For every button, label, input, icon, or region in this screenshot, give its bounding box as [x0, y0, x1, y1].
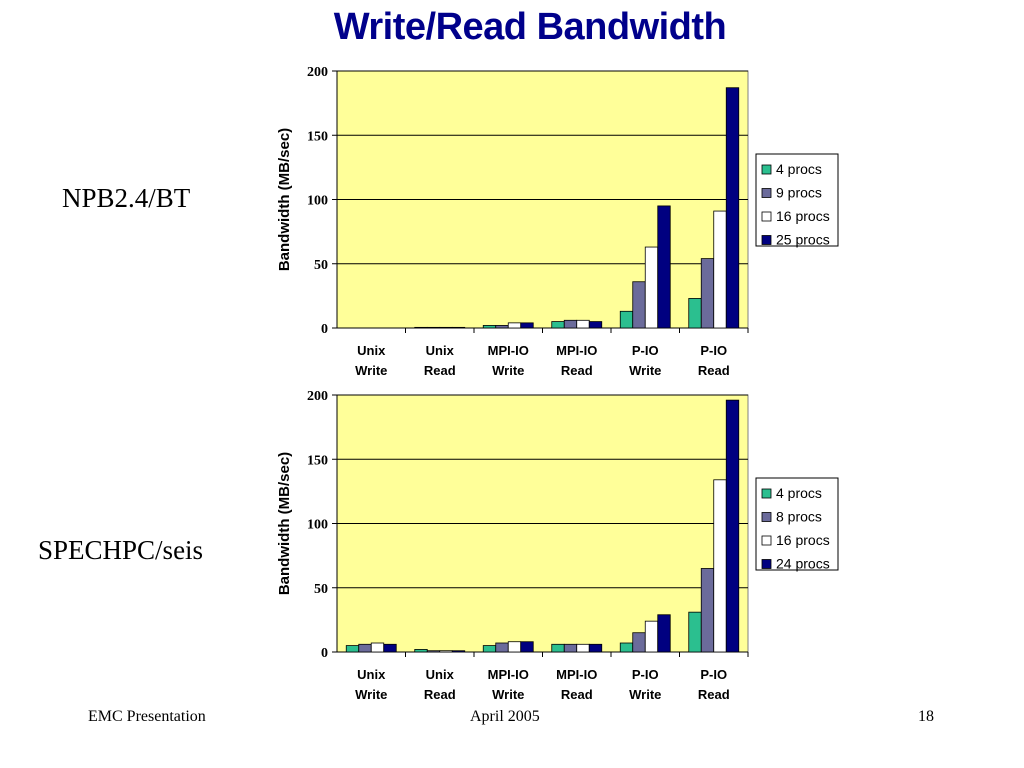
x-tick-label: P-IO	[700, 343, 727, 358]
x-tick-label: Read	[561, 687, 593, 702]
footer-center: April 2005	[470, 708, 540, 725]
legend-entry: 16 procs	[776, 208, 830, 224]
bar	[520, 641, 534, 653]
x-tick-label: Write	[492, 363, 524, 378]
x-tick-label: Unix	[426, 343, 455, 358]
bar	[426, 650, 441, 653]
bar	[495, 642, 509, 653]
legend-swatch	[761, 535, 772, 546]
chart-1-label: NPB2.4/BT	[62, 183, 191, 213]
bar	[700, 568, 715, 653]
x-tick-label: Unix	[426, 667, 455, 682]
x-tick-label: P-IO	[632, 343, 659, 358]
bar	[507, 641, 522, 653]
legend-swatch	[761, 488, 772, 499]
x-tick-label: MPI-IO	[556, 343, 597, 358]
y-tick-label: 0	[321, 322, 328, 337]
bar	[644, 620, 659, 653]
bar	[588, 321, 603, 329]
x-tick-label: Read	[424, 363, 456, 378]
legend-entry: 4 procs	[776, 485, 822, 501]
footer-left: EMC Presentation	[88, 708, 206, 725]
legend-entry: 4 procs	[776, 161, 822, 177]
legend-swatch	[761, 512, 772, 522]
y-tick-label: 200	[307, 389, 328, 404]
y-tick-label: 200	[307, 65, 328, 80]
bar	[688, 611, 702, 653]
y-tick-label: 150	[307, 129, 328, 144]
bar	[588, 643, 603, 653]
bar	[657, 614, 671, 653]
y-tick-label: 50	[314, 258, 328, 273]
x-tick-label: Unix	[357, 343, 386, 358]
y-tick-label: 0	[321, 646, 328, 661]
legend-swatch	[761, 211, 772, 222]
bar	[725, 87, 740, 329]
chart-2-label: SPECHPC/seis	[38, 535, 204, 565]
y-tick-label: 50	[314, 582, 328, 597]
x-tick-label: Write	[492, 687, 524, 702]
legend-swatch	[761, 188, 772, 198]
bar	[619, 642, 634, 653]
bar	[632, 632, 646, 653]
x-tick-label: MPI-IO	[488, 343, 529, 358]
x-tick-label: P-IO	[632, 667, 659, 682]
legend-swatch	[761, 235, 772, 245]
bar	[713, 479, 727, 653]
y-axis-label: Bandwidth (MB/sec)	[276, 128, 293, 271]
x-tick-label: Write	[629, 687, 661, 702]
y-tick-label: 100	[307, 518, 328, 533]
bar	[383, 643, 397, 653]
y-axis-label: Bandwidth (MB/sec)	[276, 452, 293, 595]
legend-entry: 24 procs	[776, 556, 830, 572]
x-tick-label: MPI-IO	[556, 667, 597, 682]
x-tick-label: Read	[561, 363, 593, 378]
y-tick-label: 150	[307, 453, 328, 468]
bar	[551, 643, 565, 653]
slide-title: Write/Read Bandwidth	[333, 6, 727, 48]
bar	[576, 643, 590, 653]
legend-entry: 9 procs	[776, 185, 822, 201]
bar	[482, 645, 497, 653]
legend-swatch	[761, 559, 772, 569]
legend-entry: 16 procs	[776, 532, 830, 548]
bar	[563, 643, 578, 653]
bar	[370, 642, 385, 653]
x-tick-label: Read	[424, 687, 456, 702]
legend-swatch	[761, 164, 772, 175]
bar	[657, 205, 671, 329]
x-tick-label: Write	[355, 687, 387, 702]
x-tick-label: Read	[698, 687, 730, 702]
bar	[451, 650, 466, 653]
footer-right: 18	[918, 708, 934, 725]
bar	[439, 650, 453, 653]
bar	[725, 399, 740, 653]
x-tick-label: Write	[355, 363, 387, 378]
x-tick-label: Write	[629, 363, 661, 378]
x-tick-label: MPI-IO	[488, 667, 529, 682]
bar	[520, 322, 534, 329]
x-tick-label: Read	[698, 363, 730, 378]
bar	[451, 326, 466, 329]
x-tick-label: Unix	[357, 667, 386, 682]
legend-entry: 25 procs	[776, 232, 830, 248]
bar	[358, 643, 372, 653]
legend-entry: 8 procs	[776, 509, 822, 525]
y-tick-label: 100	[307, 194, 328, 209]
bar	[345, 645, 360, 653]
x-tick-label: P-IO	[700, 667, 727, 682]
bar	[414, 649, 428, 653]
